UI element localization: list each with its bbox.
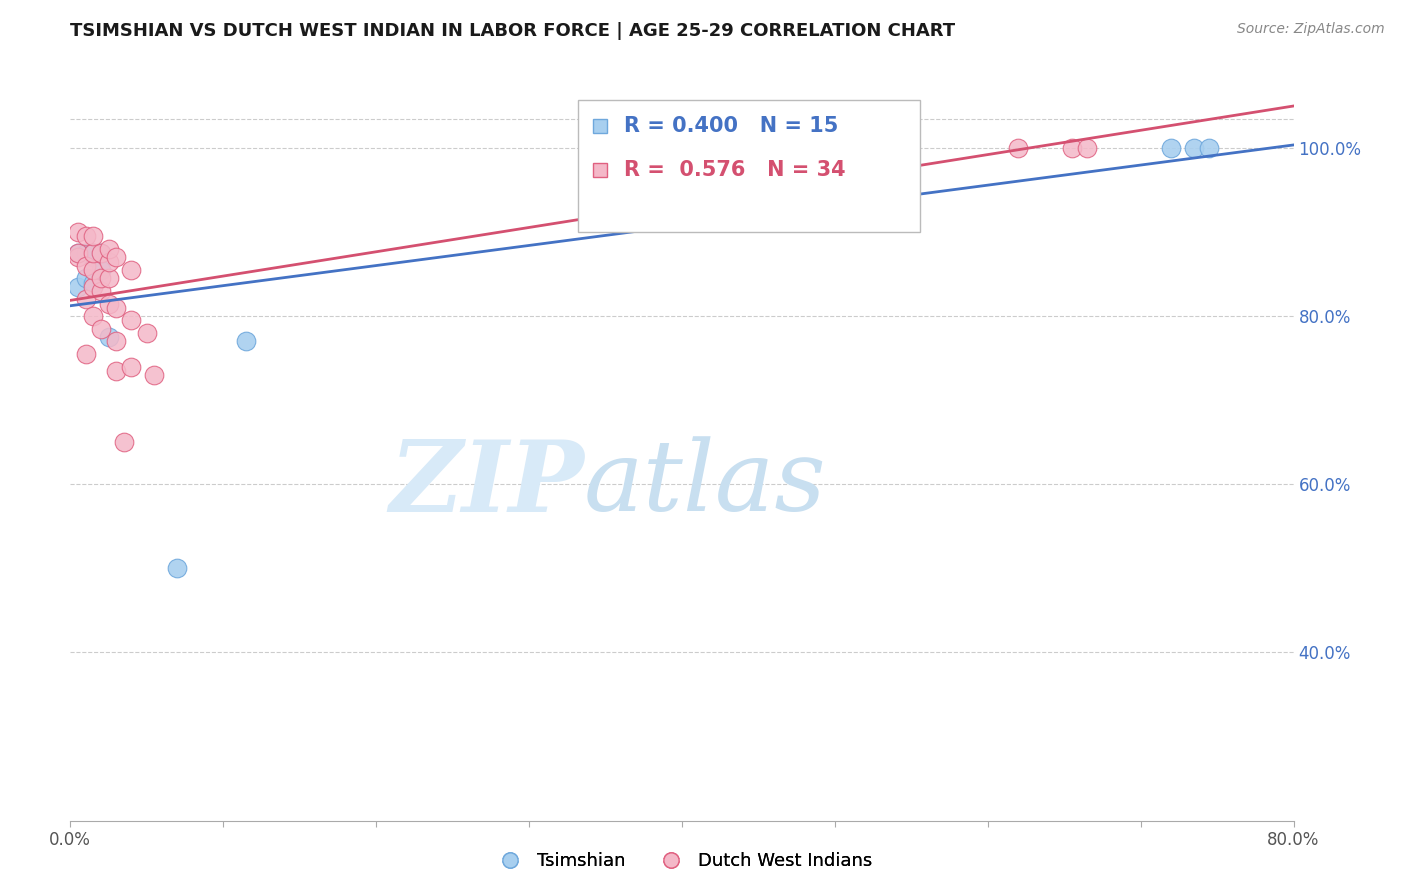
Point (75, 229, 97, 244)
Point (90, 284, 112, 298)
Point (121, 313, 143, 327)
Point (640, 141, 662, 155)
Point (82, 229, 104, 244)
Point (121, 263, 143, 277)
Point (1076, 141, 1098, 155)
Point (97, 296, 120, 310)
Point (105, 301, 128, 315)
Point (90, 263, 112, 277)
Point (82, 251, 104, 265)
Point (66, 246, 89, 260)
Text: ZIP: ZIP (389, 436, 583, 533)
Point (90, 322, 112, 336)
Point (82, 279, 104, 293)
Point (90, 271, 112, 285)
Point (1060, 141, 1083, 155)
Point (75, 271, 97, 285)
Point (82, 246, 104, 260)
Point (121, 359, 143, 374)
Point (105, 364, 128, 378)
Point (235, 334, 257, 349)
Point (82, 309, 104, 323)
Point (166, 561, 188, 575)
Point (105, 251, 128, 265)
Point (75, 259, 97, 273)
Point (82, 246, 104, 260)
Legend: Tsimshian, Dutch West Indians: Tsimshian, Dutch West Indians (485, 845, 879, 878)
Point (1160, 141, 1182, 155)
Point (105, 334, 128, 349)
Point (135, 326, 157, 340)
Point (75, 347, 97, 361)
Point (66, 246, 89, 260)
Point (75, 293, 97, 307)
Point (75, 246, 97, 260)
Point (97, 271, 120, 285)
Point (66, 225, 89, 239)
Text: R =  0.576   N = 34: R = 0.576 N = 34 (624, 160, 846, 179)
Point (143, 368, 166, 382)
Point (97, 254, 120, 268)
Point (97, 242, 120, 256)
Point (1198, 141, 1220, 155)
Point (1007, 141, 1029, 155)
Text: atlas: atlas (583, 436, 827, 532)
Point (66, 251, 89, 265)
Point (112, 435, 135, 450)
Point (82, 276, 104, 290)
Point (66, 279, 89, 293)
Point (1182, 141, 1205, 155)
Text: TSIMSHIAN VS DUTCH WEST INDIAN IN LABOR FORCE | AGE 25-29 CORRELATION CHART: TSIMSHIAN VS DUTCH WEST INDIAN IN LABOR … (70, 22, 956, 40)
Point (97, 330, 120, 344)
Text: Source: ZipAtlas.com: Source: ZipAtlas.com (1237, 22, 1385, 37)
FancyBboxPatch shape (578, 100, 921, 232)
Point (82, 263, 104, 277)
Text: R = 0.400   N = 15: R = 0.400 N = 15 (624, 116, 839, 136)
Point (90, 246, 112, 260)
Point (90, 246, 112, 260)
